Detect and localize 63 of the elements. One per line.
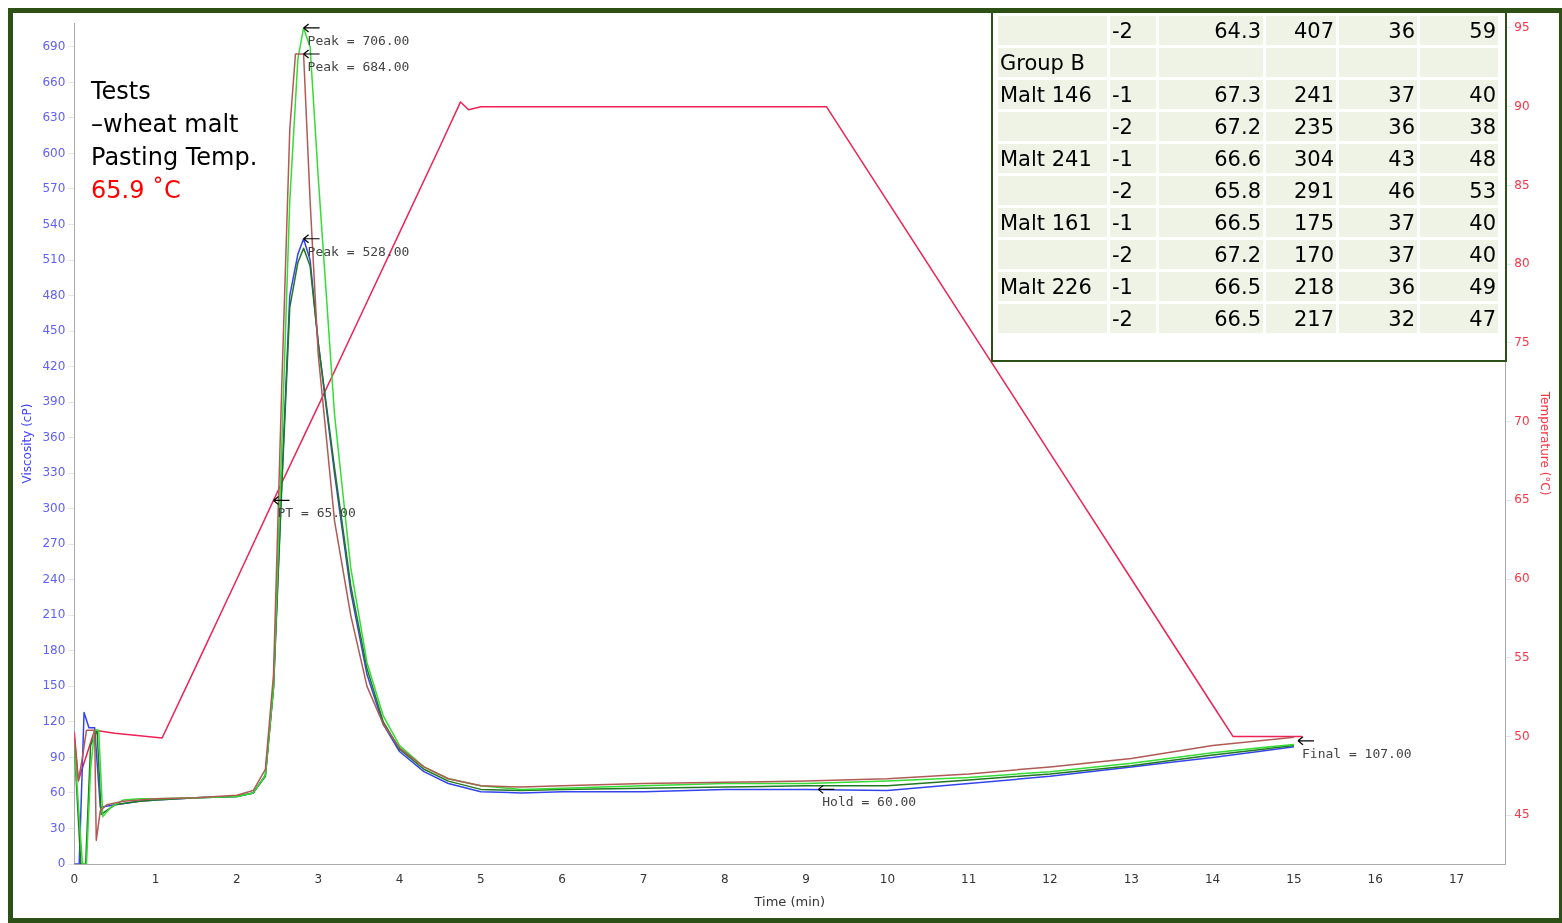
- y2-tick-label: 75: [1514, 334, 1530, 349]
- annotation: 65.9 ˚C: [91, 175, 182, 206]
- x-tick-label: 5: [477, 872, 485, 887]
- x-tick-label: 10: [879, 872, 896, 887]
- y2-axis-title: Temperature (°C): [1537, 390, 1552, 496]
- y-tick-label: 390: [42, 394, 66, 409]
- y-tick-label: 660: [42, 74, 66, 89]
- x-tick-label: 3: [314, 872, 323, 887]
- y-tick-label: 240: [42, 571, 66, 586]
- y2-tick-label: 70: [1514, 413, 1530, 428]
- y-tick-label: 180: [42, 642, 66, 657]
- y-tick-label: 480: [42, 287, 66, 302]
- annotation: Tests: [91, 76, 152, 107]
- y2-tick-label: 65: [1514, 492, 1530, 507]
- x-tick-label: 17: [1448, 872, 1465, 887]
- x-tick-label: 11: [961, 872, 977, 887]
- y-tick-label: 270: [42, 536, 66, 551]
- y-tick-label: 600: [42, 145, 66, 160]
- y-tick-label: 120: [42, 714, 66, 729]
- y-tick-label: 60: [50, 785, 66, 800]
- y-tick-label: 30: [50, 820, 66, 835]
- y-tick-label: 0: [57, 856, 66, 871]
- y-tick-label: 420: [42, 358, 66, 373]
- y-axis-title: Viscosity (cP): [20, 403, 35, 484]
- y2-tick-label: 85: [1514, 177, 1530, 192]
- y-tick-label: 330: [42, 465, 66, 480]
- x-tick-label: 6: [558, 872, 566, 887]
- x-tick-label: 8: [720, 872, 729, 887]
- annotation: Pasting Temp.: [91, 142, 258, 173]
- y-tick-label: 540: [42, 216, 66, 231]
- x-tick-label: 1: [151, 872, 160, 887]
- annotation: Hold = 60.00: [822, 794, 917, 810]
- y2-tick-label: 55: [1514, 649, 1530, 664]
- y-tick-label: 210: [42, 607, 66, 622]
- x-tick-label: 0: [70, 872, 79, 887]
- y2-tick-label: 60: [1514, 571, 1530, 586]
- annotation: –wheat malt: [91, 109, 240, 140]
- y2-tick-label: 95: [1514, 20, 1530, 35]
- y-tick-label: 570: [42, 181, 66, 196]
- y-tick-label: 630: [42, 110, 66, 125]
- y-tick-label: 360: [42, 429, 66, 444]
- annotation: Final = 107.00: [1301, 745, 1412, 761]
- y-tick-label: 510: [42, 252, 66, 267]
- y-tick-label: 690: [42, 39, 66, 54]
- x-tick-label: 14: [1204, 872, 1221, 887]
- y2-tick-label: 50: [1514, 728, 1530, 743]
- y2-tick-label: 90: [1514, 98, 1530, 113]
- x-tick-label: 2: [233, 872, 241, 887]
- x-tick-label: 12: [1042, 872, 1058, 887]
- y-tick-label: 90: [50, 749, 66, 764]
- x-tick-label: 4: [395, 872, 404, 887]
- x-tick-label: 7: [639, 872, 648, 887]
- x-tick-label: 9: [802, 872, 810, 887]
- x-tick-label: 16: [1367, 872, 1383, 887]
- y2-tick-label: 80: [1514, 256, 1530, 271]
- x-tick-label: 13: [1123, 872, 1139, 887]
- y2-tick-label: 45: [1514, 807, 1530, 822]
- y-tick-label: 150: [42, 678, 66, 693]
- x-tick-label: 15: [1286, 872, 1302, 887]
- x-axis-title: Time (min): [753, 893, 826, 909]
- y-tick-label: 450: [42, 323, 66, 338]
- annotation: Peak = 706.00: [307, 32, 410, 48]
- y-tick-label: 300: [42, 500, 66, 515]
